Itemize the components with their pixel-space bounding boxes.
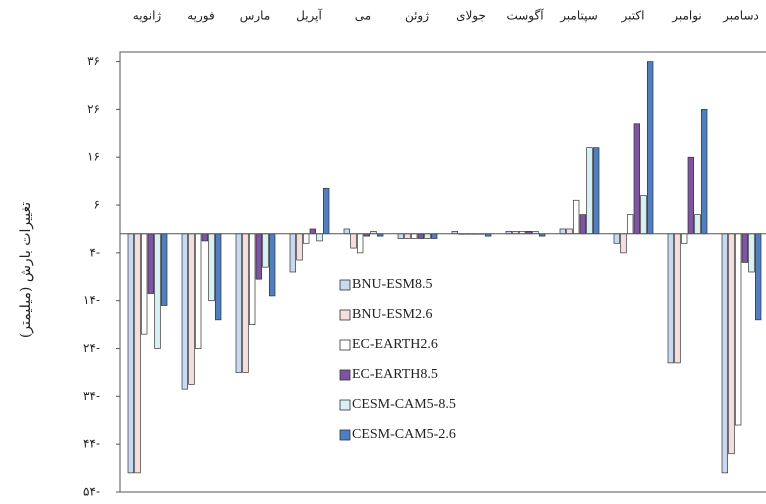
bar [356,233,364,254]
bar [754,233,762,321]
bar [620,233,627,254]
bar [134,233,141,474]
legend-label: BNU-ESM2.6 [352,307,433,322]
bar [208,233,215,302]
y-tick-label: ۴۴- [83,437,100,451]
y-tick-label: ۲۴- [83,341,100,355]
plot-frame [119,51,766,493]
bar [289,233,297,273]
bar [262,233,269,268]
bar [721,233,729,474]
x-tick-label: اکتبر [621,9,645,23]
bar [201,233,209,242]
bar [322,187,330,235]
x-tick-label: سپتامبر [559,9,598,23]
bar [417,233,425,239]
legend-label: CESM-CAM5-2.6 [352,427,456,442]
legend-swatch [339,279,351,291]
bar [674,233,681,364]
bar [734,233,742,426]
bar [700,109,708,235]
bar [255,233,263,280]
bar [316,233,323,242]
legend-label: CESM-CAM5-8.5 [352,397,456,412]
bar [350,233,357,249]
y-tick-label: ۱۴- [83,293,100,307]
y-tick-label: ۳۴- [83,389,100,403]
bar [640,195,647,235]
y-tick-label: ۲۶ [87,102,100,116]
bar [194,233,202,349]
bar [633,123,641,235]
bar [667,233,675,364]
legend-swatch [339,429,351,441]
bar [404,233,411,239]
x-tick-label: می [355,9,371,23]
legend-label: BNU-ESM8.5 [352,277,433,292]
bar [592,147,600,235]
bar [646,61,654,235]
legend-label: EC-EARTH8.5 [352,367,438,382]
bar [579,214,587,235]
x-tick-label: ژانویه [133,9,162,23]
bar [687,156,695,235]
bar [559,228,567,235]
bar [147,233,155,294]
legend-swatch [339,309,351,321]
bar [728,233,735,455]
bar [613,233,621,244]
x-tick-label: آگوست [506,8,544,23]
bar [188,233,195,385]
x-tick-label: مارس [240,9,271,23]
x-tick-label: جولای [456,9,486,23]
bar [680,233,688,244]
y-tick-label: ۶ [94,198,100,212]
bar [343,228,351,235]
bar [397,233,405,239]
legend-label: EC-EARTH2.6 [352,337,438,352]
bar [268,233,276,297]
bar [626,214,634,235]
x-tick-label: دسامبر [722,9,759,23]
bar [248,233,256,325]
bar [127,233,135,474]
x-tick-label: نوامبر [671,9,702,23]
bar [741,233,749,263]
y-tick-label: ۳۶ [87,54,100,68]
bar [566,228,573,235]
bar [586,147,593,235]
bar [214,233,222,321]
legend-swatch [339,339,351,351]
bar [694,214,701,235]
bar [302,233,310,244]
x-tick-label: آپریل [296,8,322,23]
y-tick-label: ۵۴- [83,485,100,499]
bar [430,233,438,239]
bar [160,233,168,306]
bar [748,233,755,273]
bar [181,233,189,390]
bar [154,233,161,349]
y-axis-label: تغییرات بارش (میلیمتر) [18,202,34,338]
bar [410,233,418,239]
bar [572,199,580,235]
bar [140,233,148,335]
y-tick-label: ۱۶ [87,150,100,164]
bar [235,233,243,373]
bar [309,228,317,235]
bar [424,233,431,239]
y-tick-label: ۴- [90,245,101,259]
x-tick-label: ژوئن [405,9,429,23]
legend-swatch [339,399,351,411]
bar [296,233,303,261]
x-tick-label: فوریه [187,9,215,23]
bar [242,233,249,373]
legend-swatch [339,369,351,381]
